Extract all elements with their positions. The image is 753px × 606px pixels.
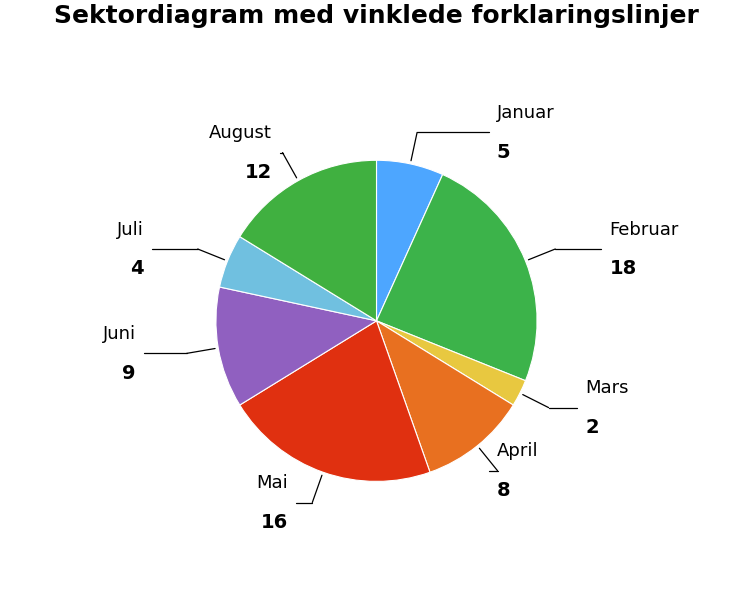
Text: 16: 16: [261, 513, 288, 532]
Title: Sektordiagram med vinklede forklaringslinjer: Sektordiagram med vinklede forklaringsli…: [54, 4, 699, 28]
Wedge shape: [239, 321, 430, 481]
Text: 5: 5: [497, 143, 511, 162]
Wedge shape: [220, 237, 376, 321]
Text: Mai: Mai: [257, 474, 288, 492]
Text: 9: 9: [122, 364, 136, 383]
Text: August: August: [209, 124, 272, 142]
Wedge shape: [376, 160, 443, 321]
Wedge shape: [216, 287, 376, 405]
Text: Januar: Januar: [497, 104, 555, 122]
Wedge shape: [376, 321, 526, 405]
Wedge shape: [376, 175, 537, 381]
Text: 8: 8: [497, 481, 511, 500]
Text: 12: 12: [245, 163, 272, 182]
Text: Juni: Juni: [102, 325, 136, 343]
Text: April: April: [497, 442, 538, 461]
Text: Juli: Juli: [117, 221, 144, 239]
Text: Februar: Februar: [609, 221, 678, 239]
Text: Mars: Mars: [585, 379, 629, 397]
Text: 4: 4: [130, 259, 144, 278]
Wedge shape: [239, 160, 376, 321]
Wedge shape: [376, 321, 514, 472]
Text: 18: 18: [609, 259, 636, 278]
Text: 2: 2: [585, 418, 599, 437]
